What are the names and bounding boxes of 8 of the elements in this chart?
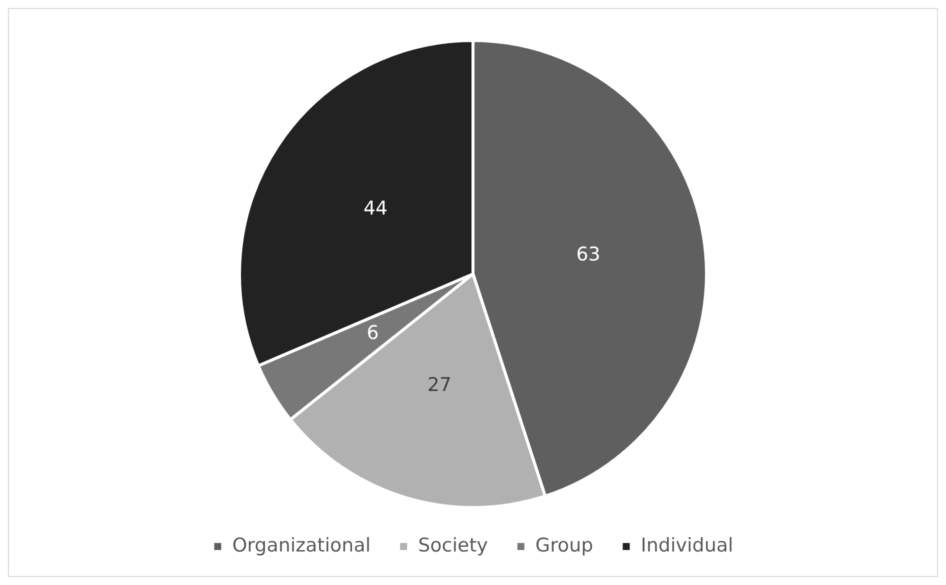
- legend-label: Group: [535, 534, 594, 556]
- data-label: 63: [576, 244, 600, 266]
- data-label: 44: [363, 198, 388, 220]
- legend-label: Organizational: [232, 534, 371, 556]
- data-label: 6: [366, 322, 379, 344]
- legend-label: Individual: [640, 534, 734, 556]
- legend-label: Society: [418, 534, 488, 556]
- data-label: 27: [427, 374, 452, 396]
